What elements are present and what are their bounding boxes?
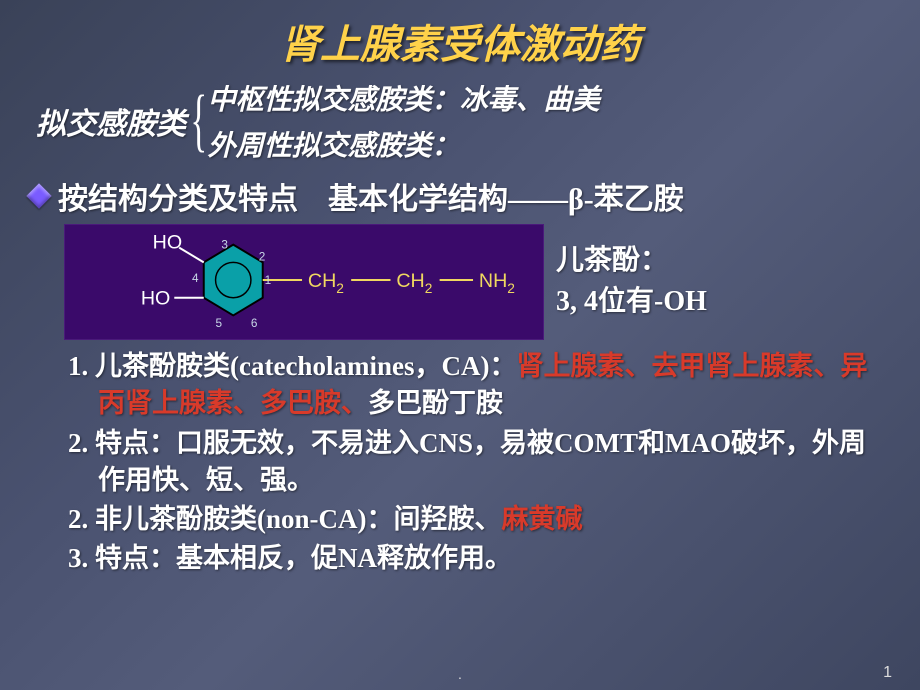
label-ch2-a: CH2 [308,270,344,296]
benzene-ring [204,245,263,316]
pos-4: 4 [192,272,199,285]
label-ho-4: HO [141,288,170,310]
pos-3: 3 [221,239,228,252]
page-title: 肾上腺素受体激动药 [0,0,920,78]
content-list: 1. 儿茶酚胺类(catecholamines，CA)：肾上腺素、去甲肾上腺素、… [0,340,920,578]
bullet-text: 按结构分类及特点 基本化学结构——β-苯乙胺 [58,174,684,218]
diamond-icon [26,183,51,208]
list-item-2: 2. 特点：口服无效，不易进入CNS，易被COMT和MAO破坏，外周作用快、短、… [68,425,880,500]
list-item-1: 1. 儿茶酚胺类(catecholamines，CA)：肾上腺素、去甲肾上腺素、… [68,348,880,423]
pos-6: 6 [251,317,258,330]
pos-5: 5 [216,317,223,330]
classification-row: 拟交感胺类 { 中枢性拟交感胺类：冰毒、曲美 外周性拟交感胺类： [0,78,920,164]
label-ch2-b: CH2 [396,270,432,296]
pos-2: 2 [259,250,266,263]
chem-right-text: 儿茶酚： 3, 4位有-OH [556,241,707,322]
pos-1: 1 [265,274,272,287]
page-number: 1 [883,664,892,682]
footer-dot: . [0,666,920,682]
classification-line-1: 中枢性拟交感胺类：冰毒、曲美 [208,78,600,118]
chemistry-row: HO HO 1 2 3 4 5 6 CH2 CH2 NH2 儿茶酚： 3, 4位… [0,224,920,340]
list-item-4: 3. 特点：基本相反，促NA释放作用。 [68,540,880,577]
bracket-icon: { [190,86,207,156]
i3-b: 麻黄碱 [502,504,583,534]
classification-lines: 中枢性拟交感胺类：冰毒、曲美 外周性拟交感胺类： [208,78,600,164]
classification-line-2: 外周性拟交感胺类： [208,124,600,164]
chem-right-line2: 3, 4位有-OH [556,282,707,323]
bullet-row: 按结构分类及特点 基本化学结构——β-苯乙胺 [0,174,920,218]
chem-right-line1: 儿茶酚： [556,241,707,282]
i3-a: 2. 非儿茶酚胺类(non-CA)：间羟胺、 [68,504,502,534]
label-nh2: NH2 [479,270,515,296]
list-item-3: 2. 非儿茶酚胺类(non-CA)：间羟胺、麻黄碱 [68,501,880,538]
bullet-part1: 按结构分类及特点 [58,183,298,216]
i1-c: 多巴酚丁胺 [368,388,503,418]
bond-oh-3 [179,248,204,263]
classification-label: 拟交感胺类 [36,99,186,143]
i1-a: 1. 儿茶酚胺类(catecholamines，CA)： [68,351,516,381]
bullet-part2: 基本化学结构——β-苯乙胺 [328,183,684,216]
chem-svg: HO HO 1 2 3 4 5 6 CH2 CH2 NH2 [65,225,543,339]
chemistry-diagram: HO HO 1 2 3 4 5 6 CH2 CH2 NH2 [64,224,544,340]
label-ho-3: HO [153,232,182,254]
